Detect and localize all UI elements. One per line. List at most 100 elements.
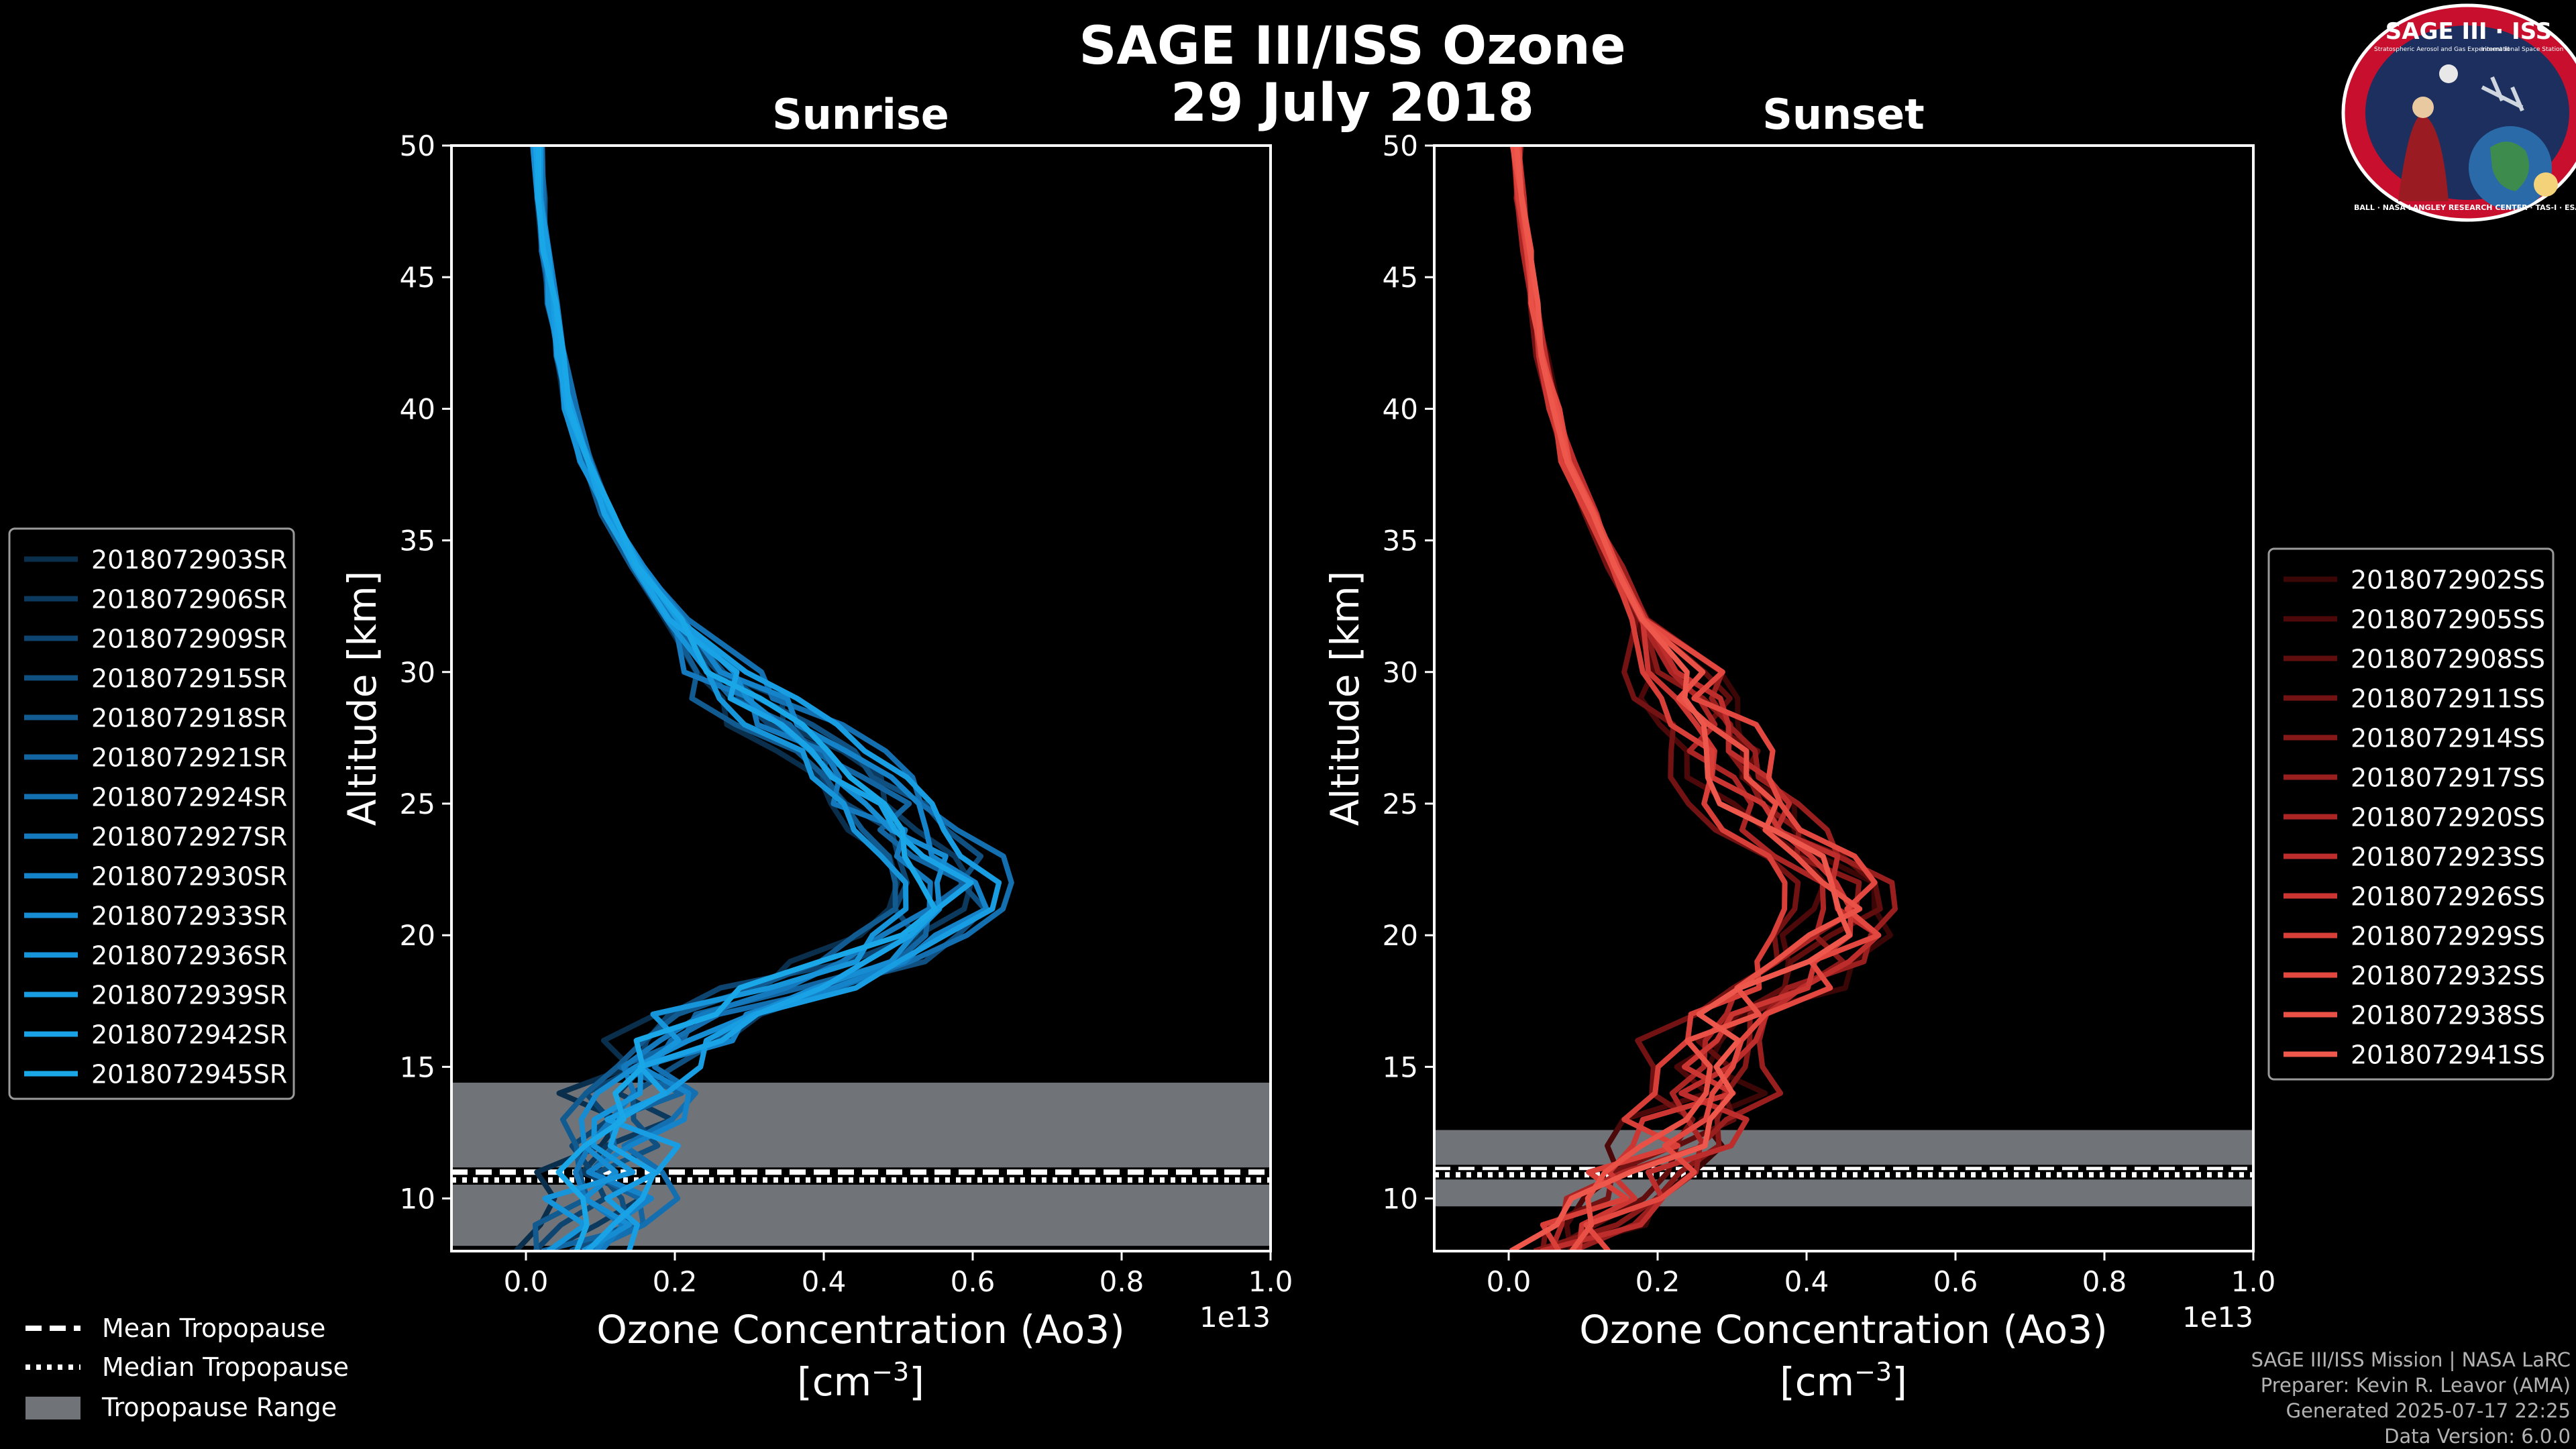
y-tick-label: 10 [400, 1183, 435, 1216]
space-station-icon [2481, 76, 2524, 112]
sunset-x-unit: [cm−3] [1780, 1357, 1907, 1405]
sunrise-profiles [513, 146, 1014, 1251]
legend-label-2018072921SR: 2018072921SR [91, 743, 287, 773]
legend-frame [8, 527, 295, 1100]
sunset-x-unit-base: [cm [1780, 1359, 1854, 1405]
y-tick-label: 15 [400, 1051, 435, 1083]
sunset-panel: Sunset 0.0 0.2 0.4 0.6 0.8 1.0 10 15 20 25 30 35 40 4… [1322, 90, 2275, 1405]
y-tick-label: 45 [400, 261, 435, 294]
profile-line-2018072941SS [1509, 146, 1853, 1251]
sunrise-x-axis-label: Ozone Concentration (Ao3) [596, 1307, 1125, 1352]
legend-label-2018072906SR: 2018072906SR [91, 585, 287, 614]
profile-line-2018072945SR [535, 146, 938, 1251]
legend-label-2018072917SS: 2018072917SS [2351, 763, 2545, 793]
sunset-x-unit-exp: −3 [1854, 1357, 1892, 1387]
legend-label-2018072936SR: 2018072936SR [91, 941, 287, 971]
x-tick-label: 0.2 [653, 1265, 698, 1298]
logo-ring-text: BALL · NASA LANGLEY RESEARCH CENTER · TA… [2354, 203, 2576, 212]
legend-label-2018072914SS: 2018072914SS [2351, 724, 2545, 753]
legend-label-2018072926SS: 2018072926SS [2351, 882, 2545, 912]
legend-label-2018072908SS: 2018072908SS [2351, 645, 2545, 674]
legend-label-2018072933SR: 2018072933SR [91, 902, 287, 931]
profile-line-2018072924SR [539, 146, 1014, 1251]
credits-preparer: Preparer: Kevin R. Leavor (AMA) [2260, 1374, 2571, 1397]
y-tick-label: 50 [400, 129, 435, 162]
y-tick-label: 35 [1383, 525, 1418, 557]
y-tick-label: 25 [400, 788, 435, 820]
sunset-x-offset: 1e13 [2182, 1301, 2253, 1334]
x-tick-label: 0.6 [1933, 1265, 1978, 1298]
continent-icon [2490, 142, 2529, 191]
sunrise-x-unit: [cm−3] [797, 1357, 924, 1405]
x-tick-label: 1.0 [1248, 1265, 1293, 1298]
legend-label-2018072920SS: 2018072920SS [2351, 803, 2545, 833]
sunset-legend: 2018072902SS 2018072905SS 2018072908SS 2018… [2267, 547, 2555, 1081]
sunrise-y-axis-label: Altitude [km] [339, 571, 385, 826]
x-tick-label: 0.4 [1784, 1265, 1829, 1298]
logo-subtitle-2: International Space Station [2481, 46, 2564, 53]
sunrise-ticks: 0.0 0.2 0.4 0.6 0.8 1.0 10 15 20 25 30 35 40 45 50 [400, 129, 1293, 1298]
sunset-ticks: 0.0 0.2 0.4 0.6 0.8 1.0 10 15 20 25 30 35 40 45 50 [1383, 129, 2276, 1298]
y-tick-label: 20 [1383, 919, 1418, 952]
sunset-plot-frame [1433, 144, 2255, 1252]
x-tick-label: 0.8 [1099, 1265, 1144, 1298]
sun-icon [2534, 172, 2558, 197]
legend-label-2018072927SR: 2018072927SR [91, 822, 287, 852]
x-tick-label: 1.0 [2231, 1265, 2276, 1298]
x-tick-label: 0.0 [1487, 1265, 1532, 1298]
sunrise-x-unit-close: ] [909, 1359, 924, 1405]
moon-icon [2439, 64, 2458, 83]
legend-label-2018072905SS: 2018072905SS [2351, 605, 2545, 635]
sunrise-plot-area [451, 146, 1271, 1251]
y-tick-label: 35 [400, 525, 435, 557]
sunset-tropopause [1434, 1130, 2253, 1207]
legend-label-2018072929SS: 2018072929SS [2351, 922, 2545, 951]
legend-label-2018072909SR: 2018072909SR [91, 625, 287, 654]
x-tick-label: 0.6 [951, 1265, 996, 1298]
credits: SAGE III/ISS Mission | NASA LaRC Prepare… [2251, 1347, 2571, 1449]
y-tick-label: 40 [400, 392, 435, 425]
sunrise-x-offset: 1e13 [1199, 1301, 1271, 1334]
sage-mission-logo: SAGE III · ISS Stratospheric Aerosol and… [2341, 3, 2576, 222]
legend-label-2018072902SS: 2018072902SS [2351, 566, 2545, 595]
legend-label-2018072941SS: 2018072941SS [2351, 1040, 2545, 1070]
legend-label-2018072938SS: 2018072938SS [2351, 1001, 2545, 1030]
legend-label-2018072932SS: 2018072932SS [2351, 961, 2545, 991]
sunrise-plot-frame [450, 144, 1272, 1252]
legend-label-2018072911SS: 2018072911SS [2351, 684, 2545, 714]
median-tropopause-label: Median Tropopause [102, 1352, 349, 1382]
y-tick-label: 10 [1383, 1183, 1418, 1216]
tropopause-legend: Mean Tropopause Median Tropopause Tropop… [25, 1313, 349, 1422]
legend-label-2018072942SR: 2018072942SR [91, 1020, 287, 1050]
sunset-plot-area [1434, 146, 2253, 1251]
y-tick-label: 30 [1383, 656, 1418, 689]
x-tick-label: 0.0 [504, 1265, 549, 1298]
y-tick-label: 50 [1383, 129, 1418, 162]
sunset-x-unit-close: ] [1892, 1359, 1907, 1405]
scientist-head-icon [2412, 97, 2434, 118]
mean-tropopause-label: Mean Tropopause [102, 1313, 325, 1343]
y-tick-label: 45 [1383, 261, 1418, 294]
logo-title: SAGE III · ISS [2385, 18, 2552, 45]
sunrise-x-unit-exp: −3 [871, 1357, 909, 1387]
legend-label-2018072903SR: 2018072903SR [91, 545, 287, 575]
logo-subtitle: Stratospheric Aerosol and Gas Experiment… [2374, 46, 2510, 53]
y-tick-label: 40 [1383, 392, 1418, 425]
y-tick-label: 15 [1383, 1051, 1418, 1083]
y-tick-label: 20 [400, 919, 435, 952]
y-tick-label: 25 [1383, 788, 1418, 820]
tropopause-range-label: Tropopause Range [101, 1393, 337, 1422]
x-tick-label: 0.2 [1635, 1265, 1680, 1298]
legend-label-2018072924SR: 2018072924SR [91, 783, 287, 812]
y-tick-label: 30 [400, 656, 435, 689]
sunrise-x-unit-base: [cm [797, 1359, 871, 1405]
sunset-x-axis-label: Ozone Concentration (Ao3) [1579, 1307, 2108, 1352]
scientist-figure-icon [2398, 114, 2449, 201]
credits-version: Data Version: 6.0.0 [2384, 1425, 2571, 1448]
credits-mission: SAGE III/ISS Mission | NASA LaRC [2251, 1348, 2571, 1371]
sunrise-legend: 2018072903SR 2018072906SR 2018072909SR 2018… [8, 527, 295, 1100]
figure-title: SAGE III/ISS Ozone [1079, 16, 1625, 76]
sunset-profiles [1509, 146, 1898, 1251]
sunset-title: Sunset [1762, 90, 1925, 139]
